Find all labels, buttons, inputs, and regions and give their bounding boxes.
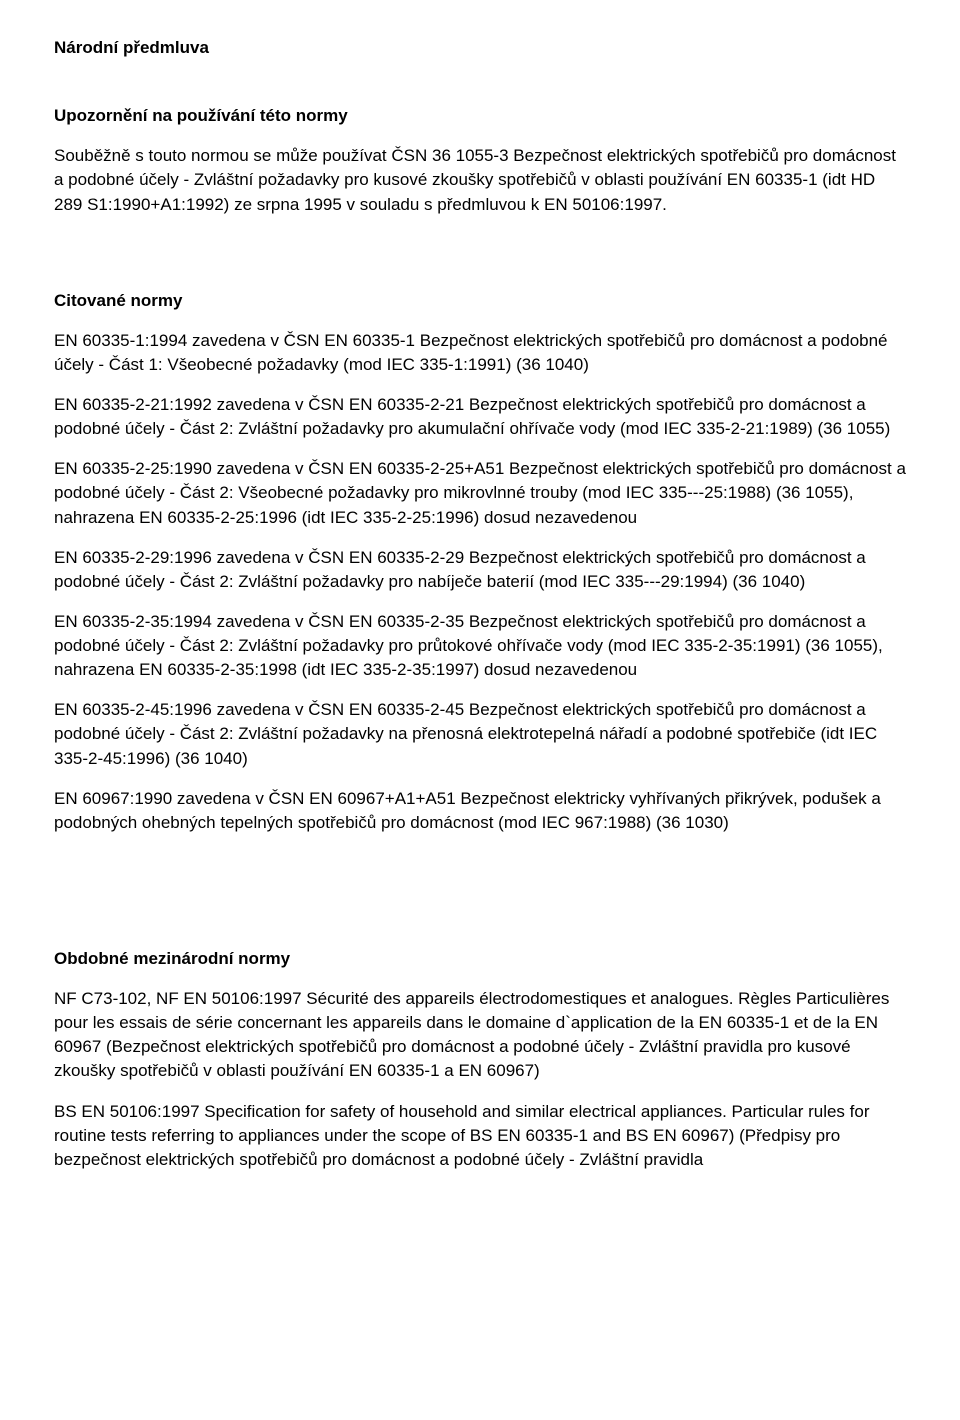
page-title: Národní předmluva — [54, 36, 906, 60]
obdobne-heading: Obdobné mezinárodní normy — [54, 947, 906, 971]
upozorneni-heading: Upozornění na používání této normy — [54, 104, 906, 128]
obdobne-item: BS EN 50106:1997 Specification for safet… — [54, 1100, 906, 1172]
spacer — [54, 851, 906, 947]
citovane-item: EN 60335-2-35:1994 zavedena v ČSN EN 603… — [54, 610, 906, 682]
document-page: Národní předmluva Upozornění na používán… — [0, 0, 960, 1420]
citovane-item: EN 60335-2-29:1996 zavedena v ČSN EN 603… — [54, 546, 906, 594]
citovane-item: EN 60967:1990 zavedena v ČSN EN 60967+A1… — [54, 787, 906, 835]
citovane-item: EN 60335-1:1994 zavedena v ČSN EN 60335-… — [54, 329, 906, 377]
citovane-item: EN 60335-2-45:1996 zavedena v ČSN EN 603… — [54, 698, 906, 770]
citovane-item: EN 60335-2-25:1990 zavedena v ČSN EN 603… — [54, 457, 906, 529]
upozorneni-paragraph: Souběžně s touto normou se může používat… — [54, 144, 906, 216]
obdobne-item: NF C73-102, NF EN 50106:1997 Sécurité de… — [54, 987, 906, 1084]
spacer — [54, 233, 906, 289]
citovane-heading: Citované normy — [54, 289, 906, 313]
citovane-item: EN 60335-2-21:1992 zavedena v ČSN EN 603… — [54, 393, 906, 441]
